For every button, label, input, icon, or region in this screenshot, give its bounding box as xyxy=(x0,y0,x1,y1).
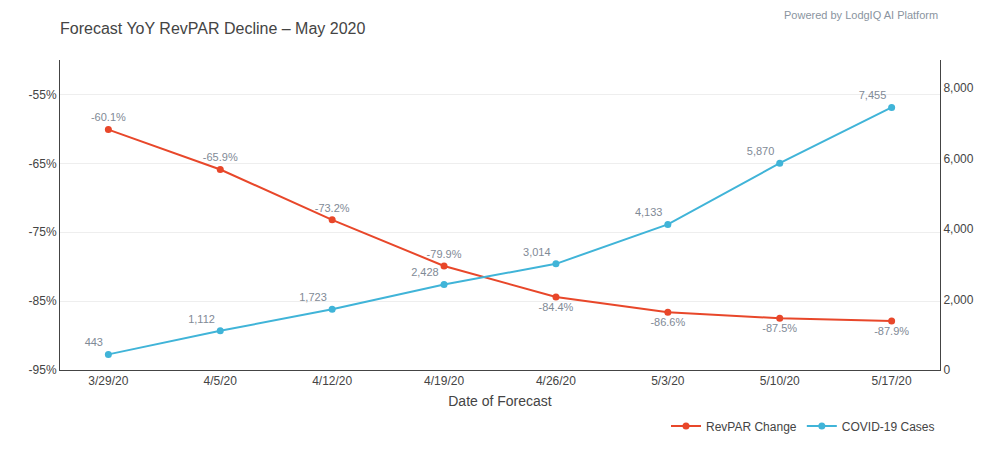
svg-text:-75%: -75% xyxy=(29,225,57,239)
svg-text:0: 0 xyxy=(943,363,950,377)
svg-text:-60.1%: -60.1% xyxy=(91,111,126,123)
svg-text:7,455: 7,455 xyxy=(859,89,887,101)
svg-text:-65%: -65% xyxy=(29,157,57,171)
svg-text:4/5/20: 4/5/20 xyxy=(204,374,238,388)
svg-text:-95%: -95% xyxy=(29,363,57,377)
svg-text:-85%: -85% xyxy=(29,294,57,308)
svg-text:6,000: 6,000 xyxy=(943,152,973,166)
svg-text:3,014: 3,014 xyxy=(523,246,551,258)
svg-text:2,000: 2,000 xyxy=(943,293,973,307)
svg-text:1,723: 1,723 xyxy=(299,291,327,303)
svg-text:Forecast YoY RevPAR Decline –: Forecast YoY RevPAR Decline – May 2020 xyxy=(60,20,365,37)
svg-text:4/12/20: 4/12/20 xyxy=(312,374,352,388)
svg-text:-84.4%: -84.4% xyxy=(539,301,574,313)
svg-text:4,000: 4,000 xyxy=(943,222,973,236)
svg-text:-87.5%: -87.5% xyxy=(762,322,797,334)
svg-text:-86.6%: -86.6% xyxy=(650,316,685,328)
svg-text:5/10/20: 5/10/20 xyxy=(760,374,800,388)
svg-text:3/29/20: 3/29/20 xyxy=(88,374,128,388)
svg-text:5,870: 5,870 xyxy=(747,145,775,157)
svg-text:-87.9%: -87.9% xyxy=(874,325,909,337)
svg-text:RevPAR Change: RevPAR Change xyxy=(706,420,797,434)
svg-text:-55%: -55% xyxy=(29,88,57,102)
svg-text:4/19/20: 4/19/20 xyxy=(424,374,464,388)
svg-text:Date of Forecast: Date of Forecast xyxy=(448,393,552,409)
svg-text:4/26/20: 4/26/20 xyxy=(536,374,576,388)
svg-text:5/17/20: 5/17/20 xyxy=(872,374,912,388)
svg-text:2,428: 2,428 xyxy=(411,266,439,278)
svg-text:443: 443 xyxy=(85,336,103,348)
svg-text:-65.9%: -65.9% xyxy=(203,151,238,163)
svg-text:5/3/20: 5/3/20 xyxy=(651,374,685,388)
svg-text:8,000: 8,000 xyxy=(943,81,973,95)
svg-text:1,112: 1,112 xyxy=(188,313,215,325)
svg-text:COVID-19 Cases: COVID-19 Cases xyxy=(842,420,935,434)
svg-text:4,133: 4,133 xyxy=(635,206,663,218)
svg-text:-73.2%: -73.2% xyxy=(315,202,350,214)
svg-text:-79.9%: -79.9% xyxy=(427,248,462,260)
svg-text:Powered by LodgIQ AI Platform: Powered by LodgIQ AI Platform xyxy=(784,9,938,21)
